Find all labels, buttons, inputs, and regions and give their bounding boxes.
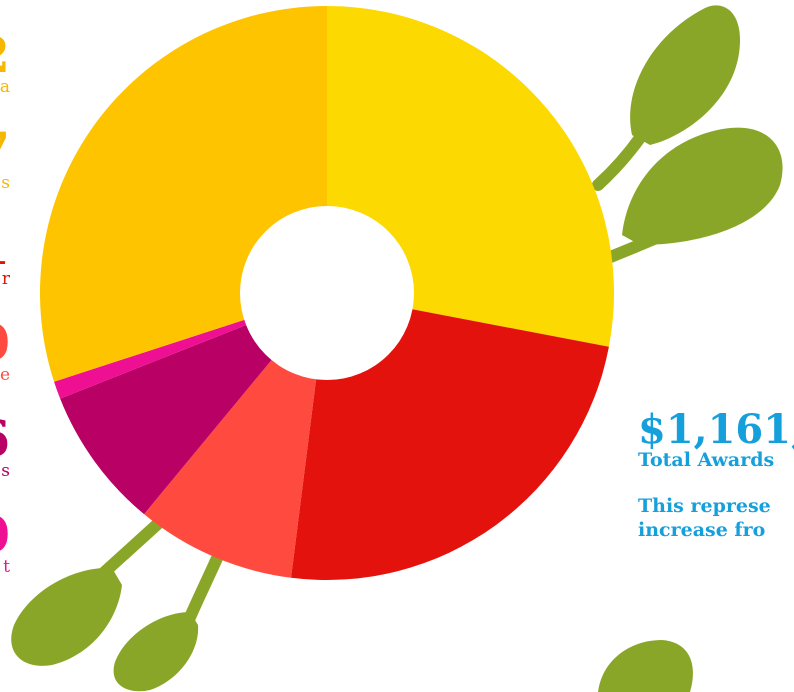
legend-item: 2a bbox=[0, 30, 10, 97]
summary-panel: $1,161, Total Awards This represe increa… bbox=[638, 410, 794, 542]
leaf-shape bbox=[113, 612, 199, 692]
legend-label: s bbox=[1, 173, 10, 193]
legend-label: a bbox=[0, 77, 10, 97]
legend-value: 0 bbox=[0, 318, 10, 368]
vine-leaves bbox=[11, 5, 783, 692]
leaf-shape bbox=[622, 127, 783, 245]
legend-value: 0 bbox=[0, 510, 10, 560]
legend-item: 1r bbox=[0, 222, 10, 289]
legend-item: 0e bbox=[0, 318, 10, 385]
donut-hole bbox=[240, 206, 414, 380]
legend-value: 1 bbox=[0, 222, 10, 272]
legend-label: t bbox=[3, 557, 10, 577]
legend-value: 6 bbox=[0, 414, 10, 464]
vine-stem bbox=[182, 550, 224, 628]
legend-label: r bbox=[1, 269, 10, 289]
legend-value: 2 bbox=[0, 30, 10, 80]
legend-value: 7 bbox=[0, 126, 10, 176]
legend-label: s bbox=[1, 461, 10, 481]
summary-note-line: increase fro bbox=[638, 519, 766, 541]
summary-note: This represe increase fro bbox=[638, 494, 794, 542]
legend-item: 7s bbox=[0, 126, 10, 193]
total-amount: $1,161, bbox=[638, 406, 794, 453]
legend-item: 6s bbox=[0, 414, 10, 481]
leaf-shape bbox=[11, 567, 122, 666]
legend-item: 0t bbox=[0, 510, 10, 577]
leaf-shape bbox=[630, 5, 740, 145]
legend-label: e bbox=[0, 365, 10, 385]
total-label: Total Awards bbox=[638, 449, 775, 471]
summary-note-line: This represe bbox=[638, 495, 771, 517]
leaf-shape bbox=[598, 640, 693, 692]
